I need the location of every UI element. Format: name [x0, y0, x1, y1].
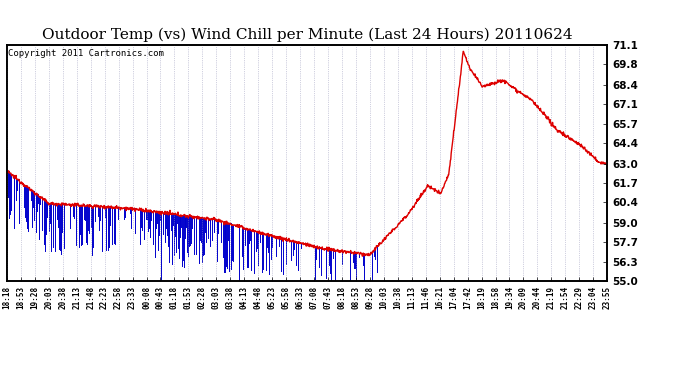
Text: Copyright 2011 Cartronics.com: Copyright 2011 Cartronics.com [8, 48, 164, 57]
Title: Outdoor Temp (vs) Wind Chill per Minute (Last 24 Hours) 20110624: Outdoor Temp (vs) Wind Chill per Minute … [41, 28, 573, 42]
